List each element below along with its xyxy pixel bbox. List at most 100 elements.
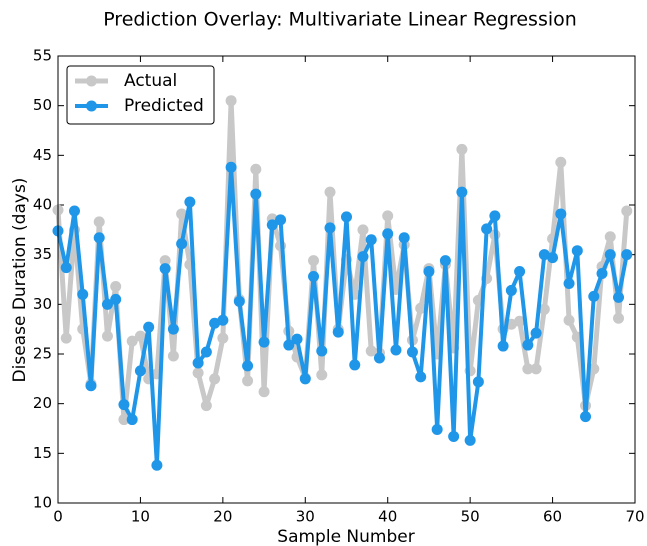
data-point	[308, 271, 320, 283]
data-point	[225, 161, 237, 173]
x-tick-label: 40	[378, 508, 397, 526]
data-point	[472, 376, 484, 388]
legend-marker	[86, 75, 97, 87]
data-point	[77, 288, 89, 300]
data-point	[316, 369, 328, 381]
x-tick-label: 10	[131, 508, 150, 526]
data-point	[192, 357, 204, 369]
data-point	[110, 293, 122, 305]
data-point	[365, 234, 377, 246]
data-point	[514, 266, 526, 278]
data-point	[555, 156, 567, 168]
y-tick-label: 15	[33, 444, 52, 462]
x-tick-label: 60	[543, 508, 562, 526]
data-point	[406, 346, 418, 358]
data-point	[324, 186, 336, 198]
data-point	[184, 196, 196, 208]
data-point	[373, 352, 385, 364]
data-point	[522, 339, 534, 351]
y-tick-label: 35	[33, 245, 52, 263]
data-point	[225, 95, 237, 107]
y-tick-label: 45	[33, 146, 52, 164]
data-point	[439, 255, 451, 267]
data-point	[464, 434, 476, 446]
data-point	[489, 210, 501, 222]
data-point	[275, 214, 287, 226]
data-point	[143, 321, 155, 333]
data-point	[167, 323, 179, 335]
data-point	[93, 216, 105, 228]
data-point	[505, 284, 517, 296]
x-axis-label: Sample Number	[277, 527, 414, 546]
x-tick-label: 20	[213, 508, 232, 526]
data-point	[613, 291, 625, 303]
data-point	[415, 302, 427, 314]
data-point	[308, 255, 320, 267]
x-tick-label: 70	[625, 508, 644, 526]
data-point	[423, 266, 435, 278]
data-point	[242, 360, 254, 372]
data-point	[580, 411, 592, 423]
data-point	[530, 363, 542, 375]
y-tick-label: 10	[33, 494, 52, 512]
data-point	[621, 249, 633, 261]
data-point	[324, 222, 336, 234]
data-point	[613, 312, 625, 324]
data-point	[382, 228, 394, 240]
data-point	[588, 290, 600, 302]
data-point	[332, 326, 344, 338]
data-point	[192, 367, 204, 379]
data-point	[291, 333, 303, 345]
data-point	[390, 344, 402, 356]
data-point	[118, 414, 130, 426]
data-point	[563, 314, 575, 326]
data-point	[200, 400, 212, 412]
y-tick-label: 25	[33, 345, 52, 363]
data-point	[217, 332, 229, 344]
data-point	[365, 345, 377, 357]
data-point	[497, 340, 509, 352]
data-point	[571, 245, 583, 257]
data-point	[316, 345, 328, 357]
data-point	[456, 186, 468, 198]
legend-marker	[86, 100, 97, 112]
data-point	[604, 231, 616, 243]
data-point	[448, 430, 460, 442]
data-point	[60, 332, 72, 344]
data-point	[258, 336, 270, 348]
data-point	[242, 375, 254, 387]
series-line	[56, 165, 629, 468]
data-point	[349, 359, 361, 371]
x-tick-label: 30	[296, 508, 315, 526]
data-point	[588, 363, 600, 375]
data-point	[530, 327, 542, 339]
data-point	[93, 232, 105, 244]
data-point	[596, 268, 608, 280]
data-point	[266, 219, 278, 231]
data-point	[167, 350, 179, 362]
data-point	[159, 263, 171, 275]
data-point	[233, 295, 245, 307]
data-point	[299, 373, 311, 385]
data-point	[101, 330, 113, 342]
data-point	[250, 163, 262, 175]
data-point	[547, 252, 559, 264]
data-point	[341, 211, 352, 223]
data-point	[431, 423, 443, 435]
data-point	[382, 210, 394, 222]
data-point	[555, 208, 567, 220]
data-point	[456, 143, 468, 155]
data-point	[200, 346, 212, 358]
data-point	[621, 205, 633, 217]
plot-frame	[57, 55, 636, 504]
y-tick-label: 40	[33, 196, 52, 214]
data-point	[563, 277, 575, 289]
data-point	[217, 314, 229, 326]
data-point	[151, 459, 163, 471]
data-point	[60, 262, 72, 274]
data-point	[209, 373, 221, 385]
data-point	[357, 224, 369, 236]
x-tick-label: 0	[53, 508, 63, 526]
data-point	[110, 280, 122, 292]
data-point	[134, 365, 146, 377]
